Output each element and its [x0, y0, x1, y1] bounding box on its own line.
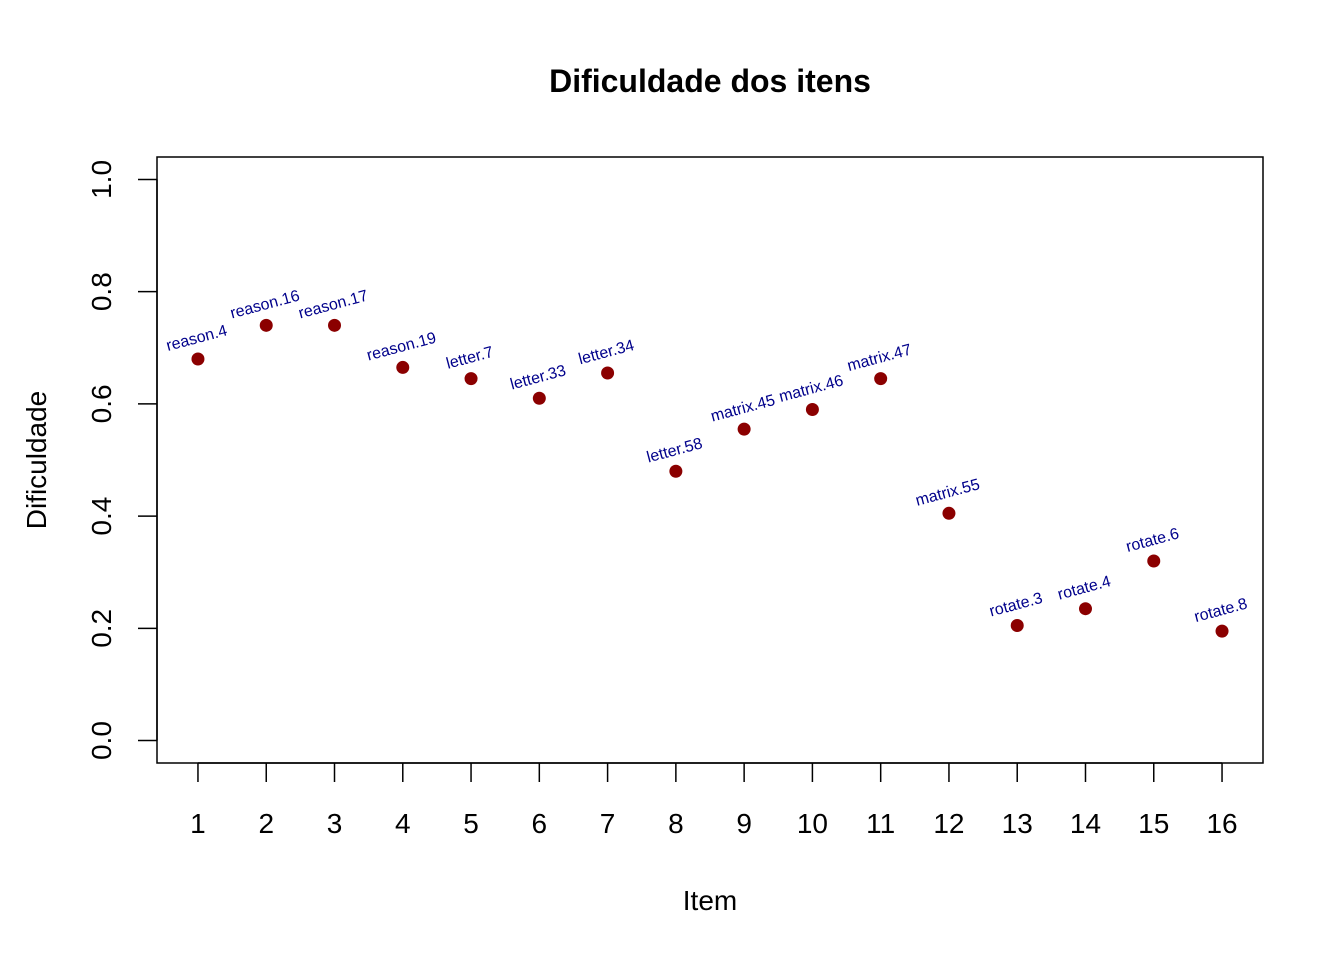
y-tick-label: 0.8: [86, 272, 117, 311]
x-tick-label: 16: [1206, 808, 1237, 839]
x-tick-label: 10: [797, 808, 828, 839]
x-tick-label: 6: [532, 808, 548, 839]
x-tick-label: 15: [1138, 808, 1169, 839]
point-label: reason.19: [365, 330, 438, 365]
data-point: [532, 391, 546, 405]
point-label: matrix.47: [846, 342, 914, 375]
y-tick-label: 0.0: [86, 721, 117, 760]
data-point: [669, 464, 683, 478]
data-points: [191, 318, 1229, 638]
data-point: [259, 318, 273, 332]
point-label: reason.4: [165, 322, 230, 355]
data-point: [1010, 619, 1024, 633]
x-tick-label: 13: [1002, 808, 1033, 839]
data-point: [601, 366, 615, 380]
point-label: letter.33: [508, 362, 567, 393]
data-point: [805, 403, 819, 416]
x-tick-label: 11: [866, 808, 895, 839]
x-tick-label: 7: [600, 808, 616, 839]
point-label: rotate.3: [988, 590, 1045, 620]
y-axis-label: Dificuldade: [21, 391, 52, 530]
point-label: letter.58: [645, 435, 704, 466]
point-label: matrix.45: [709, 392, 777, 425]
data-point: [464, 372, 478, 386]
x-axis: 1 2 3 4 5 6 7 8 9 10 11 12 13 14 15 16: [190, 762, 1238, 839]
chart-title: Dificuldade dos itens: [549, 63, 871, 99]
x-axis-label: Item: [683, 885, 737, 916]
data-point: [874, 372, 888, 386]
x-tick-label: 2: [258, 808, 274, 839]
point-label: reason.16: [228, 288, 301, 323]
x-tick-label: 1: [190, 808, 206, 839]
data-point: [191, 352, 205, 366]
data-point: [942, 506, 956, 520]
y-tick-label: 1.0: [86, 160, 117, 199]
x-tick-label: 4: [395, 808, 411, 839]
x-tick-label: 5: [463, 808, 479, 839]
x-tick-label: 8: [668, 808, 684, 839]
point-label: reason.17: [297, 288, 370, 323]
x-tick-label: 3: [327, 808, 343, 839]
point-label: rotate.4: [1056, 573, 1113, 603]
y-axis: 0.0 0.2 0.4 0.6 0.8 1.0: [86, 160, 158, 760]
point-label: matrix.55: [914, 476, 982, 509]
point-label: rotate.8: [1192, 596, 1249, 626]
y-tick-label: 0.4: [86, 497, 117, 536]
y-tick-label: 0.6: [86, 384, 117, 423]
data-point: [396, 360, 410, 374]
data-point: [737, 422, 751, 436]
data-point: [1215, 624, 1229, 638]
point-label: letter.7: [444, 344, 495, 373]
x-tick-label: 9: [736, 808, 752, 839]
data-point: [1078, 602, 1092, 616]
data-point: [328, 318, 342, 332]
y-tick-label: 0.2: [86, 609, 117, 648]
data-point: [1147, 554, 1161, 568]
point-label: matrix.46: [777, 372, 845, 405]
x-tick-label: 12: [933, 808, 964, 839]
x-tick-label: 14: [1070, 808, 1101, 839]
point-label: rotate.6: [1124, 525, 1181, 555]
point-label: letter.34: [577, 337, 636, 368]
plot-frame: [156, 156, 1264, 764]
